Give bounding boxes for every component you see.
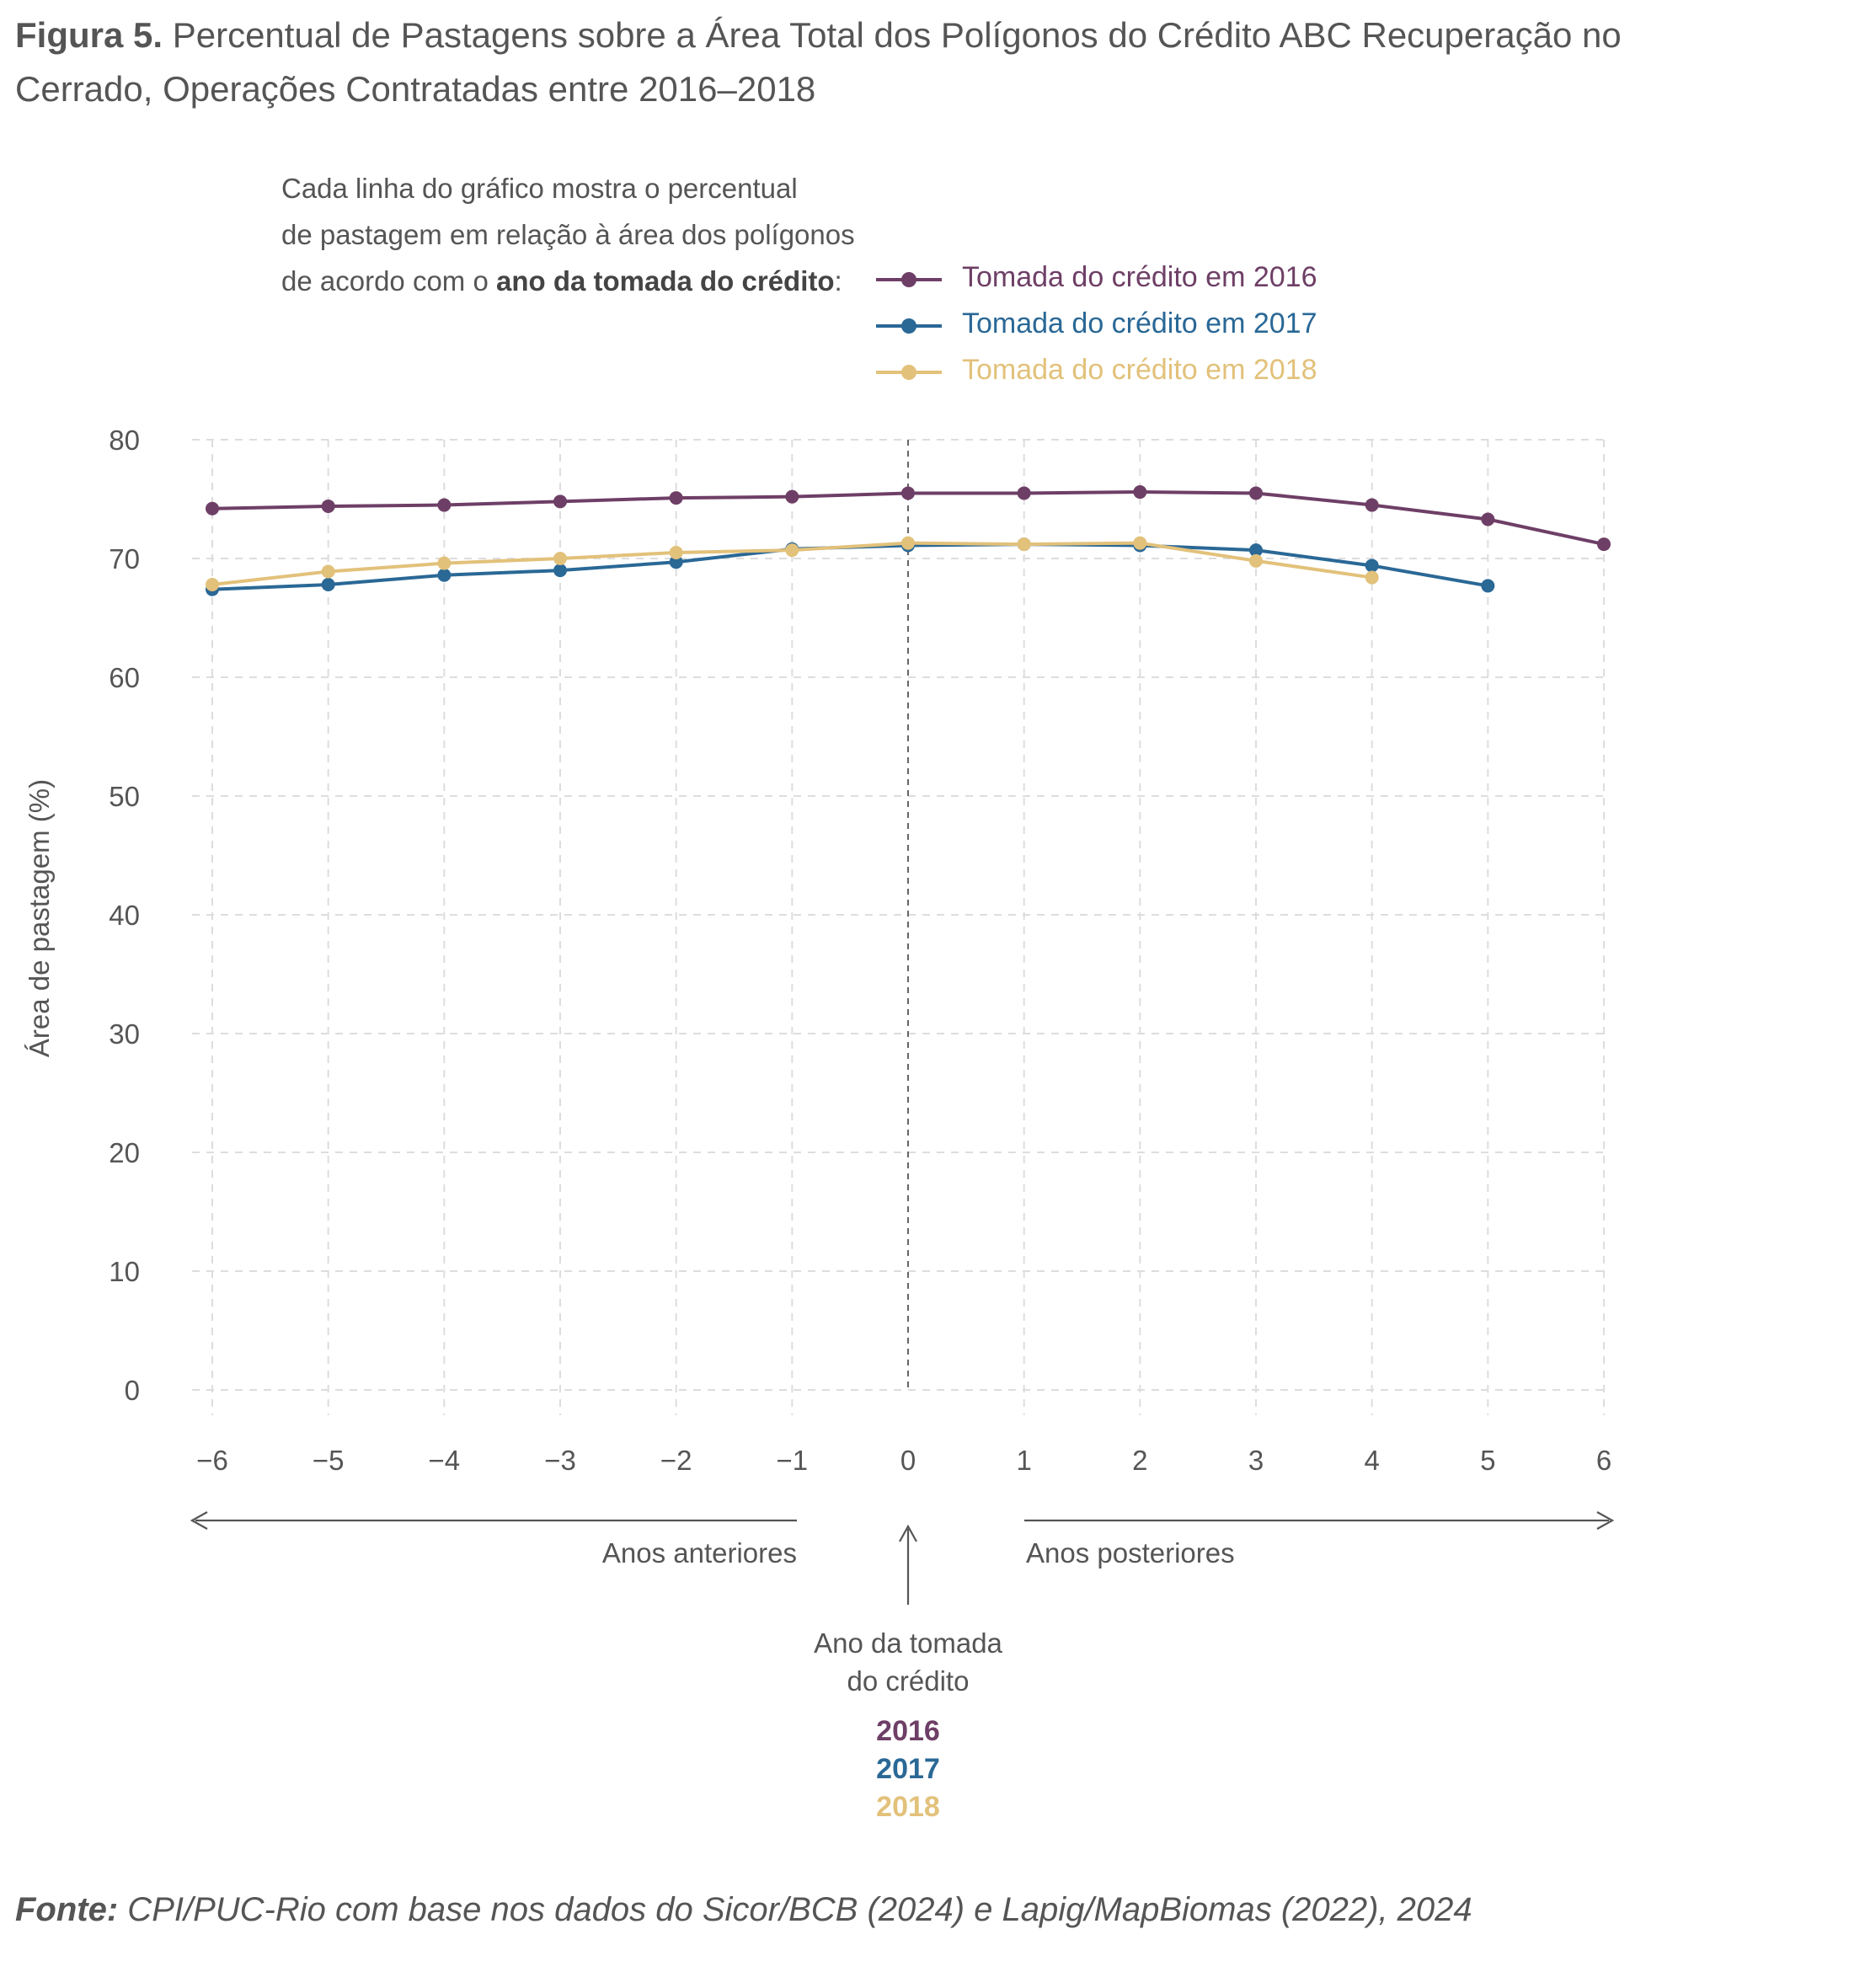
- x-tick-label: 3: [1248, 1445, 1264, 1476]
- figure-title-prefix: Figura 5.: [15, 15, 163, 55]
- y-axis-label: Área de pastagem (%): [24, 779, 55, 1057]
- x-tick-label: −6: [196, 1445, 228, 1476]
- credit-year-label-line2: do crédito: [847, 1665, 970, 1697]
- description-line3-bold: ano da tomada do crédito: [495, 265, 835, 297]
- data-point-2018: [901, 536, 915, 550]
- credit-year-label-line1: Ano da tomada: [814, 1627, 1002, 1659]
- y-tick-label: 40: [109, 900, 140, 931]
- legend-item-2018: Tomada do crédito em 2018: [876, 350, 1348, 393]
- year-label-2017: 2017: [876, 1753, 940, 1785]
- legend-label-2017: Tomada do crédito em 2017: [962, 307, 1317, 339]
- data-point-2018: [1249, 553, 1263, 568]
- x-tick-label: 6: [1596, 1445, 1611, 1476]
- credit-year-arrow: [899, 1524, 917, 1605]
- legend-label-2018: Tomada do crédito em 2018: [962, 354, 1317, 386]
- data-point-2018: [1017, 537, 1031, 552]
- figure-title: Figura 5. Percentual de Pastagens sobre …: [15, 8, 1826, 116]
- x-tick-label: −1: [777, 1445, 809, 1476]
- data-point-2017: [437, 568, 452, 582]
- description-line3-post: :: [834, 265, 842, 297]
- chart-grid: [192, 439, 1606, 1415]
- data-point-2018: [437, 556, 452, 570]
- legend-marker-2016: [901, 272, 916, 287]
- data-point-2018: [1133, 536, 1147, 550]
- figure-title-line2: Cerrado, Operações Contratadas entre 201…: [15, 69, 816, 109]
- description-line2: de pastagem em relação à área dos polígo…: [281, 219, 855, 250]
- legend-item-2017: Tomada do crédito em 2017: [876, 304, 1348, 346]
- years-before-arrow: [190, 1511, 797, 1530]
- data-point-2016: [1133, 485, 1147, 500]
- x-tick-label: 0: [900, 1445, 916, 1476]
- y-tick-label: 10: [109, 1256, 140, 1287]
- years-after-arrow: [1024, 1511, 1615, 1530]
- x-tick-label: −4: [429, 1445, 461, 1476]
- data-point-2016: [437, 498, 452, 512]
- data-point-2017: [1365, 558, 1379, 573]
- source-note: Fonte: CPI/PUC-Rio com base nos dados do…: [15, 1891, 1472, 1929]
- source-text: CPI/PUC-Rio com base nos dados do Sicor/…: [118, 1891, 1472, 1928]
- x-tick-label: 1: [1016, 1445, 1031, 1476]
- description-line3-pre: de acordo com o: [281, 265, 496, 297]
- x-tick-label: 5: [1480, 1445, 1495, 1476]
- x-tick-label: −2: [660, 1445, 692, 1476]
- y-axis-ticks: 0 10 20 30 40 50 60 70 80: [109, 425, 140, 1406]
- data-point-2016: [1249, 486, 1263, 500]
- y-tick-label: 30: [109, 1018, 140, 1050]
- y-tick-label: 80: [109, 425, 140, 456]
- line-chart: 0 10 20 30 40 50 60 70 80 −6 −5 −4 −3 −2 −1 0 1 2 3 4 5 6 Ár…: [24, 425, 1615, 1823]
- y-tick-label: 70: [109, 543, 140, 574]
- chart-description: Cada linha do gráfico mostra o percentua…: [281, 165, 888, 304]
- x-axis-ticks: −6 −5 −4 −3 −2 −1 0 1 2 3 4 5 6: [196, 1445, 1611, 1476]
- data-point-2017: [669, 555, 683, 569]
- data-point-2017: [553, 564, 567, 578]
- data-point-2018: [553, 552, 567, 565]
- description-line1: Cada linha do gráfico mostra o percentua…: [281, 173, 798, 204]
- data-point-2018: [206, 578, 219, 592]
- data-point-2016: [1017, 486, 1031, 500]
- x-tick-label: 2: [1132, 1445, 1147, 1476]
- data-point-2016: [1597, 537, 1611, 552]
- data-point-2017: [1249, 543, 1263, 558]
- data-point-2016: [321, 499, 335, 513]
- data-point-2016: [785, 489, 799, 504]
- data-point-2018: [785, 543, 799, 558]
- x-tick-label: −3: [544, 1445, 576, 1476]
- legend-label-2016: Tomada do crédito em 2016: [962, 261, 1317, 293]
- series-2016: [206, 485, 1611, 552]
- chart-series: [206, 485, 1611, 596]
- figure-title-line1: Percentual de Pastagens sobre a Área Tot…: [172, 15, 1622, 55]
- years-after-label: Anos posteriores: [1026, 1537, 1235, 1568]
- years-before-label: Anos anteriores: [602, 1537, 797, 1568]
- legend-item-2016: Tomada do crédito em 2016: [876, 258, 1348, 300]
- data-point-2016: [669, 491, 683, 505]
- year-label-2018: 2018: [876, 1791, 940, 1823]
- data-point-2018: [1365, 570, 1379, 585]
- source-label: Fonte:: [15, 1891, 119, 1928]
- data-point-2018: [321, 564, 335, 579]
- x-tick-label: −5: [313, 1445, 345, 1476]
- data-point-2016: [901, 486, 915, 500]
- data-point-2016: [1365, 498, 1379, 512]
- series-2018: [206, 536, 1379, 592]
- legend-marker-2017: [901, 318, 916, 334]
- x-tick-label: 4: [1364, 1445, 1379, 1476]
- year-label-2016: 2016: [876, 1715, 940, 1747]
- data-point-2016: [206, 501, 219, 516]
- y-tick-label: 50: [109, 781, 140, 812]
- data-point-2016: [553, 494, 567, 509]
- y-tick-label: 60: [109, 662, 140, 693]
- y-tick-label: 0: [125, 1375, 140, 1406]
- y-tick-label: 20: [109, 1137, 140, 1168]
- data-point-2016: [1481, 512, 1495, 526]
- data-point-2017: [321, 578, 335, 592]
- data-point-2018: [669, 545, 683, 559]
- data-point-2017: [1481, 579, 1495, 593]
- legend-marker-2018: [901, 365, 916, 380]
